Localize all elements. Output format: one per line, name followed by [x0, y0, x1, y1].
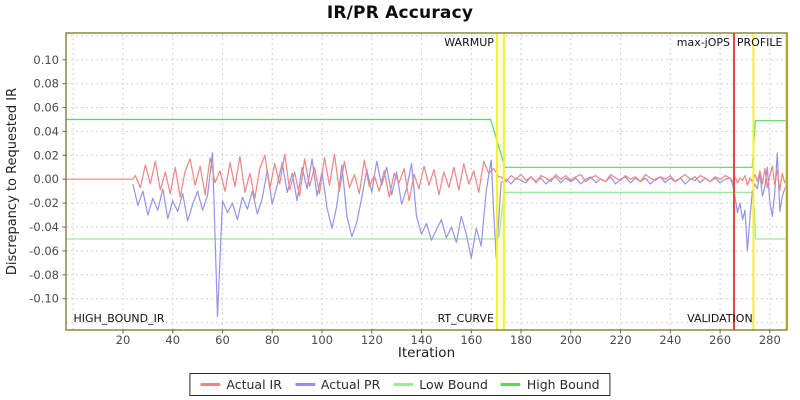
- y-tick-label: 0.06: [33, 101, 59, 115]
- x-tick-label: 60: [215, 333, 230, 347]
- x-tick-label: 20: [116, 333, 131, 347]
- legend-item-high-bound: High Bound: [500, 377, 600, 392]
- annotation-validation: VALIDATION: [687, 312, 753, 325]
- series-low-bound: [65, 191, 788, 240]
- y-tick-label: 0.10: [33, 53, 59, 67]
- series-actual-ir: [65, 153, 788, 202]
- x-tick-label: 120: [361, 333, 383, 347]
- y-tick-label: 0.02: [33, 148, 59, 162]
- y-tick-label: -0.08: [29, 268, 59, 282]
- x-tick-label: 240: [659, 333, 681, 347]
- x-tick-label: 80: [265, 333, 280, 347]
- chart-title: IR/PR Accuracy: [326, 3, 474, 23]
- x-tick-label: 100: [311, 333, 333, 347]
- high-bound-line-icon: [500, 383, 521, 386]
- actual-ir-line-icon: [200, 383, 221, 386]
- annotation-profile: PROFILE: [737, 36, 783, 49]
- legend-label-actual-ir: Actual IR: [226, 377, 282, 392]
- y-tick-label: 0.04: [33, 124, 59, 138]
- y-tick-label: -0.04: [29, 220, 59, 234]
- x-tick-label: 160: [460, 333, 482, 347]
- y-tick-label: -0.02: [29, 196, 59, 210]
- x-tick-label: 40: [165, 333, 180, 347]
- low-bound-line-icon: [393, 383, 414, 386]
- legend-item-actual-ir: Actual IR: [200, 377, 282, 392]
- series-high-bound: [65, 118, 788, 168]
- annotation-warmup: WARMUP: [444, 36, 494, 49]
- y-tick-label: -0.10: [29, 292, 59, 306]
- plot-border: [65, 32, 788, 331]
- y-tick-label: 0.00: [33, 172, 59, 186]
- x-tick-label: 220: [610, 333, 632, 347]
- x-tick-label: 260: [709, 333, 731, 347]
- legend-item-low-bound: Low Bound: [393, 377, 488, 392]
- annotation-high-bound-ir: HIGH_BOUND_IR: [74, 312, 165, 325]
- y-tick-label: -0.06: [29, 244, 59, 258]
- y-tick-label: 0.08: [33, 77, 59, 91]
- x-tick-label: 140: [411, 333, 433, 347]
- legend-label-high-bound: High Bound: [526, 377, 600, 392]
- legend-label-actual-pr: Actual PR: [320, 377, 381, 392]
- legend-label-low-bound: Low Bound: [419, 377, 488, 392]
- series-actual-pr: [132, 152, 788, 318]
- y-axis-title: Discrepancy to Requested IR: [5, 88, 20, 275]
- legend-item-actual-pr: Actual PR: [294, 377, 381, 392]
- annotation-rt-curve: RT_CURVE: [438, 312, 494, 325]
- actual-pr-line-icon: [294, 383, 315, 386]
- x-tick-label: 200: [560, 333, 582, 347]
- warmup-band: [496, 33, 504, 330]
- annotation-max-jops: max-jOPS: [677, 36, 730, 49]
- legend: Actual IR Actual PR Low Bound High Bound: [189, 373, 611, 396]
- x-tick-label: 280: [759, 333, 781, 347]
- x-axis-title: Iteration: [398, 345, 455, 361]
- x-tick-label: 180: [510, 333, 532, 347]
